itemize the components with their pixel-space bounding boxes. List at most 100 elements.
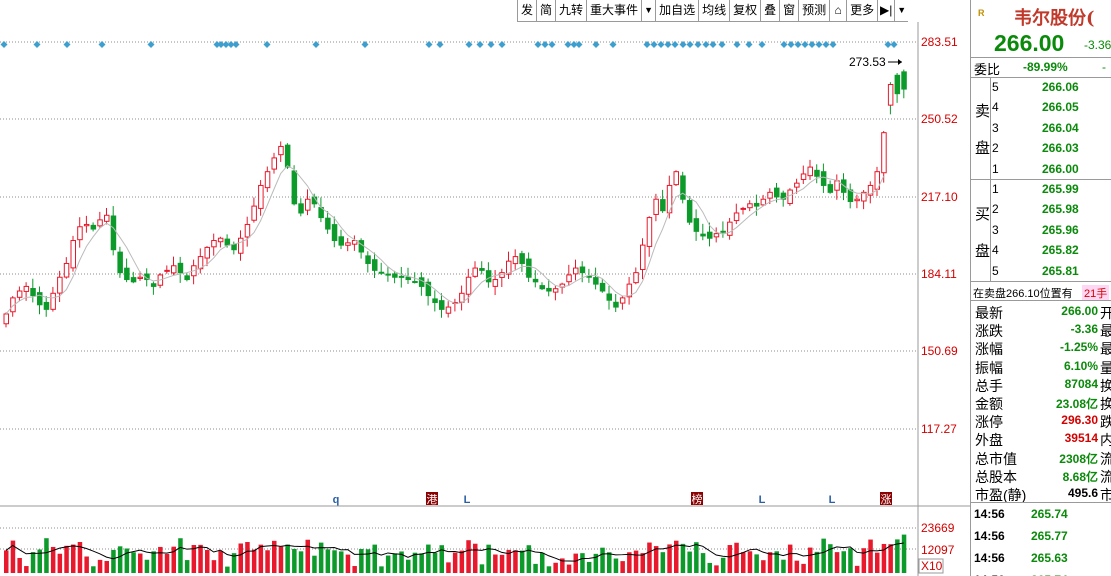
- weibi-value: -89.99%: [1023, 60, 1068, 74]
- stat-row: 金额 23.08亿换: [971, 393, 1111, 412]
- event-badge: [691, 492, 703, 505]
- candle-up: [472, 267, 478, 277]
- position-badge[interactable]: 21手: [1082, 285, 1110, 301]
- tick-row[interactable]: 14:56 265.74: [971, 569, 1111, 576]
- signal-diamond-icon: [794, 41, 802, 48]
- events-dropdown-button[interactable]: ▼: [641, 0, 655, 21]
- bid-level-row[interactable]: 4 265.82: [991, 241, 1111, 261]
- last-price: 266.00: [994, 30, 1065, 56]
- candle-up: [278, 145, 284, 156]
- candle-down: [780, 192, 787, 200]
- volume-bar-up: [647, 542, 652, 573]
- candle-down: [150, 283, 157, 287]
- volume-bar-down: [700, 553, 706, 573]
- ask-level-row[interactable]: 5 266.06: [991, 78, 1111, 98]
- candle-down: [43, 301, 50, 310]
- level-price: 265.81: [1042, 263, 1079, 278]
- kline-chart[interactable]: 283.51 250.52 217.10 184.11 150.69 117.27 q 港 L…: [0, 0, 970, 576]
- tick-row[interactable]: 14:56 265.77: [971, 525, 1111, 547]
- toolbar-dropdown-button[interactable]: ▼: [894, 0, 908, 21]
- add-watchlist-button[interactable]: 加自选: [655, 0, 698, 21]
- volume-bar-up: [727, 545, 733, 573]
- stat-value: 23.08亿: [1055, 397, 1098, 411]
- signal-diamond-icon: [592, 41, 600, 48]
- candle-down: [385, 273, 391, 276]
- weibi-extra: -: [1102, 60, 1106, 74]
- more-button[interactable]: 更多: [846, 0, 877, 21]
- tick-price: 265.63: [1031, 551, 1068, 565]
- stat-value: 39514: [1064, 431, 1098, 446]
- volume-bar-up: [218, 550, 223, 573]
- moving-average-line: [5, 165, 885, 315]
- buy-side-char: 盘: [975, 243, 991, 260]
- bid-level-row[interactable]: 1 265.99: [991, 180, 1111, 200]
- signal-diamond-icon: [822, 41, 830, 48]
- event-label: L: [829, 494, 836, 506]
- jiuzhuan-button[interactable]: 九转: [555, 0, 586, 21]
- candle-down: [331, 224, 338, 242]
- candle-up: [211, 240, 217, 248]
- candle-down: [365, 255, 371, 264]
- stock-name[interactable]: 韦尔股份(: [1014, 4, 1095, 30]
- volume-bar-down: [526, 545, 532, 573]
- volume-bar-up: [50, 546, 56, 573]
- volume-bar-up: [674, 540, 679, 573]
- candle-down: [532, 278, 539, 283]
- volume-bar-down: [821, 538, 826, 573]
- overlay-button[interactable]: 叠: [760, 0, 779, 21]
- volume-bar-up: [506, 549, 511, 573]
- adjust-button[interactable]: 复权: [729, 0, 760, 21]
- candle-up: [646, 217, 653, 247]
- tick-row[interactable]: 14:56 265.74: [971, 503, 1111, 525]
- ask-level-row[interactable]: 2 266.03: [991, 139, 1111, 159]
- stat-label: 市盈(静): [975, 487, 1027, 503]
- signal-diamond-icon: [686, 41, 694, 48]
- volume-bar-down: [707, 562, 712, 573]
- window-button[interactable]: 窗: [779, 0, 798, 21]
- candle-up: [640, 244, 646, 271]
- volume-bar-up: [553, 562, 558, 573]
- volume-bar-up: [747, 551, 753, 573]
- level-price: 265.99: [1042, 182, 1079, 196]
- ask-level-row[interactable]: 4 266.05: [991, 98, 1111, 118]
- signal-diamond-icon: [436, 41, 444, 48]
- volume-bar-down: [318, 542, 324, 573]
- signal-diamond-icon: [801, 41, 809, 48]
- goto-end-button[interactable]: ▶|: [877, 0, 894, 21]
- candle-down: [814, 169, 820, 177]
- volume-bar-up: [17, 557, 22, 573]
- bid-level-row[interactable]: 2 265.98: [991, 200, 1111, 220]
- candle-up: [465, 276, 472, 295]
- candle-spike: [901, 71, 907, 90]
- signal-diamond-icon: [890, 41, 898, 48]
- candle-up: [244, 223, 251, 238]
- candle-down: [660, 199, 666, 212]
- volume-bar-up: [868, 539, 873, 573]
- bid-level-row[interactable]: 5 265.81: [991, 262, 1111, 282]
- ask-level-row[interactable]: 3 266.04: [991, 119, 1111, 139]
- level-price: 266.00: [1042, 161, 1079, 176]
- candle-up: [459, 292, 465, 303]
- tick-row[interactable]: 14:56 265.63: [971, 547, 1111, 569]
- forecast-button[interactable]: 预测: [798, 0, 829, 21]
- stat-edge-label: 开: [1100, 303, 1111, 323]
- divider: [971, 77, 1111, 78]
- fa-button[interactable]: 发: [517, 0, 536, 21]
- r-badge-icon: R: [978, 8, 985, 18]
- bid-level-row[interactable]: 3 265.96: [991, 221, 1111, 241]
- high-price-arrow-icon: [898, 59, 902, 65]
- volume-bar-up: [741, 552, 746, 573]
- volume-bar-up: [24, 566, 29, 573]
- volume-bar-up: [633, 550, 639, 573]
- price-tick-label: 217.10: [921, 190, 958, 204]
- signal-diamond-icon: [534, 41, 542, 48]
- major-events-button[interactable]: 重大事件: [586, 0, 641, 21]
- jian-button[interactable]: 简: [536, 0, 555, 21]
- ma-button[interactable]: 均线: [698, 0, 729, 21]
- ask-level-row[interactable]: 1 266.00: [991, 160, 1111, 180]
- candle-up: [258, 184, 264, 209]
- lock-icon[interactable]: ⌂: [829, 0, 846, 21]
- stat-row: 市盈(静) 495.6市: [971, 484, 1111, 503]
- candle-up: [197, 256, 204, 270]
